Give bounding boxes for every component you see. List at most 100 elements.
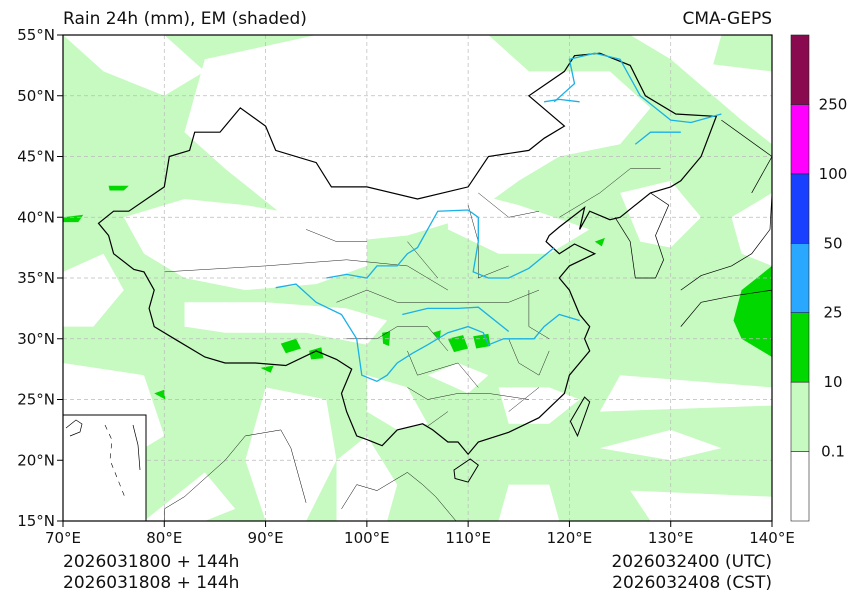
rain-shading-heavy (63, 214, 84, 223)
x-tick-label: 110°E (445, 529, 491, 547)
rain-free-area (63, 35, 205, 96)
river (543, 98, 580, 103)
rain-shading-heavy (447, 335, 469, 353)
map-title: Rain 24h (mm), EM (shaded) (63, 9, 307, 29)
y-tick-label: 20°N (17, 451, 55, 469)
y-tick-label: 25°N (17, 391, 55, 409)
rain-shading-heavy (733, 265, 772, 357)
rain-shading-heavy (260, 365, 274, 373)
axes: 70°E 80°E 90°E 100°E 110°E 120°E 130°E 140°E 15°… (17, 26, 795, 547)
province-border (467, 205, 509, 279)
province-border (346, 326, 449, 352)
y-tick-label: 45°N (17, 148, 55, 166)
y-tick-label: 30°N (17, 330, 55, 348)
y-tick-label: 35°N (17, 269, 55, 287)
indochina-border (341, 472, 457, 521)
rain-free-area (245, 387, 337, 521)
colorbar-label: 10 (823, 373, 842, 391)
korea-coastline (614, 192, 670, 279)
rain-free-area (366, 375, 428, 430)
init-time-cst: 2026031808 + 144h (63, 573, 240, 593)
province-border (508, 338, 550, 376)
rain-free-area (731, 192, 772, 266)
province-border (407, 387, 529, 400)
russia-coastline (721, 119, 772, 194)
province-border (427, 411, 449, 427)
init-time-utc: 2026031800 + 144h (63, 552, 240, 572)
rain-free-area (427, 363, 489, 394)
rain-free-area (63, 253, 124, 327)
rain-shading-heavy (594, 237, 605, 247)
x-tick-label: 140°E (749, 529, 795, 547)
colorbar-swatch (790, 173, 810, 244)
inset-coastline (65, 419, 83, 437)
colorbar-swatch (790, 381, 810, 452)
province-border (407, 350, 479, 388)
colorbar-swatch (790, 312, 810, 383)
inset-nine-dash-line (104, 424, 127, 501)
colorbar: 0.1 10 25 50 100 250 (790, 34, 848, 522)
rain-free-area (123, 199, 367, 291)
init-time-block: 2026031800 + 144h 2026031808 + 144h (63, 552, 239, 594)
x-tick-label: 130°E (648, 529, 694, 547)
japan-coastline (680, 192, 772, 291)
valid-time-cst: 2026032408 (CST) (612, 573, 772, 593)
colorbar-label: 250 (819, 95, 848, 113)
colorbar-label: 0.1 (821, 443, 845, 461)
colorbar-swatch (790, 242, 810, 314)
x-tick-label: 100°E (344, 529, 390, 547)
colorbar-label: 25 (823, 304, 842, 322)
y-tick-label: 55°N (17, 26, 55, 44)
south-china-sea-inset (63, 414, 147, 521)
river (326, 209, 555, 279)
map-layers (63, 35, 772, 521)
province-border (306, 229, 367, 242)
river (553, 52, 722, 124)
rain-shading-heavy (473, 333, 491, 349)
rain-free-area (184, 35, 651, 242)
province-border (528, 290, 550, 340)
rain-free-area (670, 59, 772, 145)
river (634, 131, 681, 145)
inset-coastline (132, 424, 141, 471)
valid-time-block: 2026032400 (UTC) 2026032408 (CST) (611, 552, 772, 594)
y-tick-label: 15°N (17, 512, 55, 530)
japan-coastline (680, 289, 772, 327)
india-coastline (164, 429, 307, 521)
province-border (478, 192, 540, 218)
x-tick-label: 90°E (248, 529, 284, 547)
rain-shading-heavy (309, 347, 324, 360)
colorbar-swatch (790, 451, 810, 522)
rain-free-area (630, 490, 772, 521)
rain-free-area (620, 180, 702, 248)
colorbar-label: 100 (819, 165, 848, 183)
rain-free-area (184, 302, 388, 345)
river (402, 306, 510, 333)
river (275, 283, 580, 383)
rain-shading-heavy (280, 338, 301, 354)
rain-free-area (447, 186, 590, 254)
y-tick-label: 50°N (17, 87, 55, 105)
taiwan-island (569, 396, 591, 438)
province-border (336, 289, 540, 303)
china-border (97, 52, 718, 456)
rain-free-area (498, 484, 560, 521)
rain-shading-heavy (108, 185, 129, 191)
rain-free-area (630, 35, 722, 72)
rain-free-area (599, 375, 772, 412)
rain-free-area (498, 387, 580, 424)
colorbar-swatch (790, 34, 810, 105)
province-border (164, 259, 449, 291)
x-tick-label: 120°E (547, 529, 593, 547)
rain-free-area (144, 472, 236, 521)
valid-time-utc: 2026032400 (UTC) (611, 552, 772, 572)
y-tick-label: 40°N (17, 208, 55, 226)
rain-free-area (599, 429, 722, 461)
model-name: CMA-GEPS (682, 9, 772, 29)
hainan-island (453, 458, 479, 483)
colorbar-label: 50 (823, 234, 842, 252)
province-border (559, 168, 661, 218)
x-tick-label: 70°E (45, 529, 81, 547)
colorbar-swatch (790, 104, 810, 175)
